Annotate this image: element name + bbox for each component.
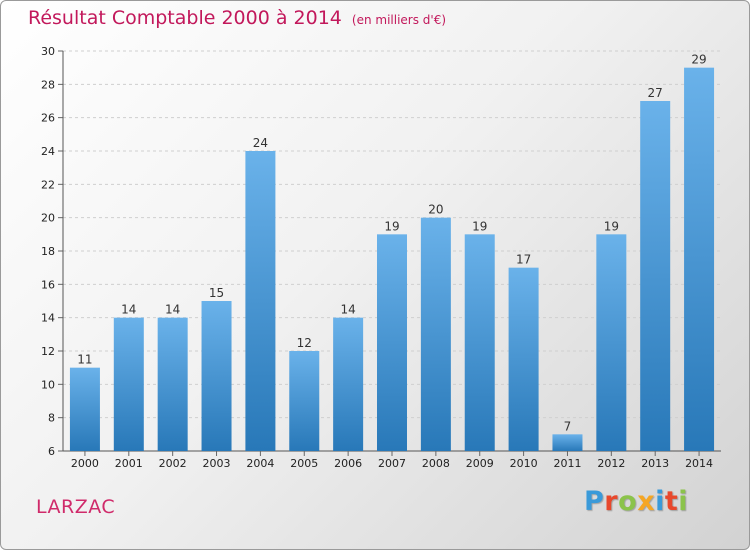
logo-letter: P (584, 486, 605, 517)
bar (640, 101, 671, 451)
bar (157, 317, 188, 451)
y-tick-label: 8 (48, 412, 55, 425)
chart-subtitle: (en milliers d'€) (351, 13, 447, 27)
data-label: 27 (648, 86, 663, 100)
y-tick-label: 28 (41, 78, 55, 91)
data-label: 14 (165, 303, 180, 317)
y-tick-label: 24 (41, 145, 55, 158)
x-tick-label: 2003 (203, 457, 231, 470)
x-tick-label: 2011 (553, 457, 581, 470)
x-tick-label: 2010 (510, 457, 538, 470)
bar (377, 234, 407, 451)
data-label: 14 (340, 303, 355, 317)
bar (201, 301, 232, 451)
data-label: 19 (604, 219, 619, 233)
bar (289, 351, 320, 451)
data-label: 7 (564, 419, 572, 433)
place-name: LARZAC (36, 496, 116, 518)
bar (420, 217, 451, 451)
data-label: 19 (472, 219, 487, 233)
bar (552, 434, 583, 451)
x-tick-label: 2014 (685, 457, 713, 470)
bar (333, 317, 364, 451)
bar (69, 367, 100, 451)
x-tick-label: 2012 (597, 457, 625, 470)
proxiti-logo: Proxiti (584, 486, 688, 517)
x-tick-label: 2008 (422, 457, 450, 470)
x-tick-label: 2002 (159, 457, 187, 470)
data-label: 29 (691, 53, 706, 67)
y-tick-label: 20 (41, 212, 55, 225)
x-tick-label: 2000 (71, 457, 99, 470)
logo-letter: o (618, 486, 638, 517)
y-tick-label: 10 (41, 378, 55, 391)
x-tick-label: 2007 (378, 457, 406, 470)
data-label: 19 (384, 219, 399, 233)
y-tick-label: 6 (48, 445, 55, 458)
data-label: 12 (297, 336, 312, 350)
title-text: Résultat Comptable 2000 à 2014 (28, 7, 342, 29)
y-tick-label: 14 (41, 312, 55, 325)
x-tick-label: 2009 (466, 457, 494, 470)
x-tick-label: 2013 (641, 457, 669, 470)
bar (596, 234, 627, 451)
data-label: 15 (209, 286, 224, 300)
x-tick-label: 2004 (246, 457, 274, 470)
bar (464, 234, 495, 451)
logo-letter: i (655, 486, 665, 517)
chart-title: Résultat Comptable 2000 à 2014 (en millie… (28, 7, 446, 29)
x-tick-label: 2006 (334, 457, 362, 470)
x-tick-label: 2005 (290, 457, 318, 470)
y-tick-label: 12 (41, 345, 55, 358)
bar (245, 151, 276, 451)
y-tick-label: 18 (41, 245, 55, 258)
logo-letter: t (664, 486, 679, 517)
bar (508, 267, 539, 451)
data-label: 24 (253, 136, 268, 150)
data-label: 17 (516, 253, 531, 267)
logo-letter: i (678, 486, 689, 517)
bar (113, 317, 144, 451)
y-tick-label: 30 (41, 45, 55, 58)
y-tick-label: 16 (41, 278, 55, 291)
data-label: 14 (121, 303, 136, 317)
y-tick-label: 26 (41, 112, 55, 125)
bar (684, 67, 715, 452)
data-label: 20 (428, 203, 443, 217)
logo-letter: x (637, 486, 656, 517)
logo-letter: r (604, 486, 619, 517)
x-tick-label: 2001 (115, 457, 143, 470)
y-tick-label: 22 (41, 178, 55, 191)
data-label: 11 (77, 353, 92, 367)
